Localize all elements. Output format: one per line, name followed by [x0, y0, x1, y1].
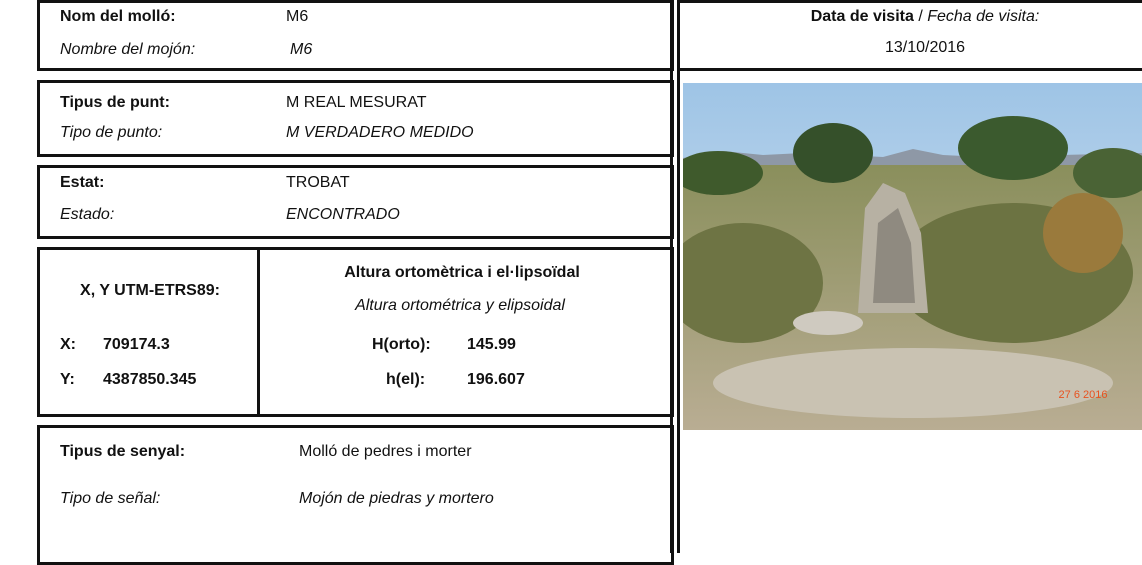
- value: M6: [290, 41, 313, 58]
- visit-title: Data de visita / Fecha de visita:: [811, 8, 1040, 26]
- label: h(el):: [386, 371, 426, 388]
- separator: /: [918, 8, 923, 25]
- label: Tipus de senyal:: [60, 443, 186, 460]
- label: X:: [60, 336, 76, 353]
- coord-title: X, Y UTM-ETRS89:: [80, 282, 220, 299]
- value: M6: [286, 8, 309, 25]
- date: 13/10/2016: [884, 39, 966, 56]
- point-type-box: [37, 80, 674, 157]
- value: 709174.3: [103, 336, 170, 353]
- heights-subtitle: Altura ortométrica y elipsoidal: [355, 297, 565, 314]
- photo-stamp: 27 6 2016: [1059, 389, 1108, 401]
- status-box: [37, 165, 674, 239]
- value: 4387850.345: [103, 371, 197, 388]
- value: 145.99: [467, 336, 516, 353]
- name-box: [37, 0, 674, 71]
- value: Molló de pedres i morter: [299, 443, 472, 460]
- value: Mojón de piedras y mortero: [299, 490, 494, 507]
- divider: [677, 0, 680, 553]
- value: 196.607: [467, 371, 525, 388]
- coordinates-box: [37, 247, 674, 417]
- value: M REAL MESURAT: [286, 94, 427, 111]
- heights-title: Altura ortomètrica i el·lipsoïdal: [344, 264, 580, 281]
- label: Data de visita: [810, 8, 914, 25]
- page: {"name": {"label_ca": "Nom del molló:", …: [37, 0, 1142, 565]
- label: Fecha de visita:: [927, 8, 1040, 25]
- value: M VERDADERO MEDIDO: [286, 124, 474, 141]
- label: Estat:: [60, 174, 105, 191]
- value: TROBAT: [286, 174, 350, 191]
- value: ENCONTRADO: [286, 206, 400, 223]
- divider: [257, 247, 260, 417]
- visit-box: [677, 0, 1142, 71]
- label: Y:: [60, 371, 75, 388]
- label: Nom del molló:: [60, 8, 176, 25]
- label: Tipus de punt:: [60, 94, 170, 111]
- photo: 27 6 2016: [683, 83, 1142, 430]
- label: Tipo de punto:: [60, 124, 163, 141]
- label: Tipo de señal:: [60, 490, 161, 507]
- label: Estado:: [60, 206, 115, 223]
- label: H(orto):: [372, 336, 431, 353]
- label: Nombre del mojón:: [60, 41, 196, 58]
